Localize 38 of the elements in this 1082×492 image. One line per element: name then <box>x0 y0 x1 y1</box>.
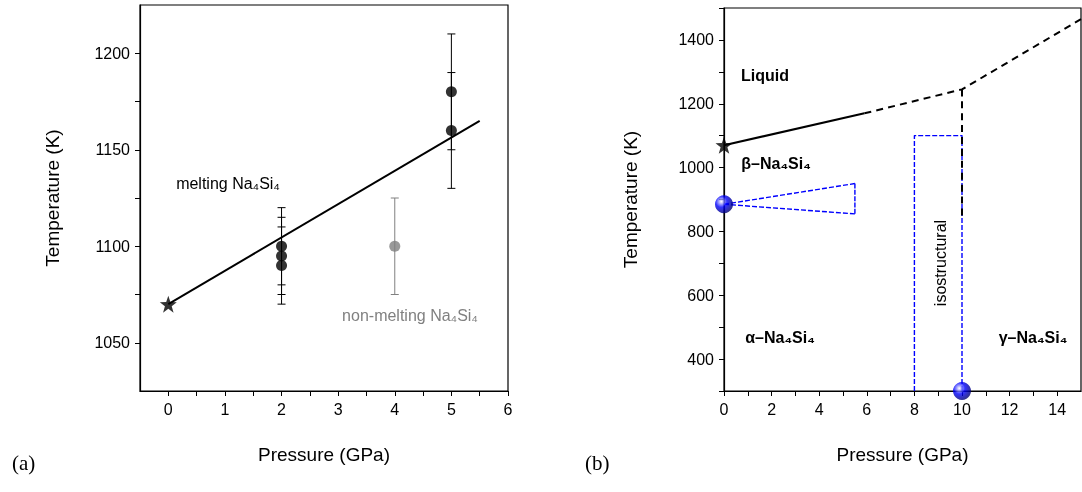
y-tick-label: 1000 <box>678 159 715 177</box>
x-tick-label: 5 <box>446 400 456 418</box>
annotation: γ–Na₄Si₄ <box>998 328 1068 346</box>
y-axis-title: Temperature (K) <box>620 130 641 269</box>
x-tick-label: 2 <box>767 400 777 418</box>
y-tick-label: 600 <box>687 286 715 304</box>
x-tick-label: 8 <box>909 400 919 418</box>
y-tick-label: 1150 <box>95 141 131 159</box>
text: (b) <box>585 450 610 475</box>
x-tick-label: 0 <box>719 400 729 418</box>
y-tick-label: 1100 <box>95 237 131 255</box>
text: (a) <box>12 450 36 475</box>
x-tick-label: 1 <box>220 400 230 418</box>
annotation: β–Na₄Si₄ <box>741 154 811 172</box>
x-tick-label: 10 <box>953 400 971 418</box>
annotation: Liquid <box>741 66 789 84</box>
x-tick-label: 4 <box>814 400 824 418</box>
annotation: melting Na₄Si₄ <box>176 174 280 192</box>
y-tick-label: 1200 <box>678 95 715 113</box>
y-tick-label: 1200 <box>94 44 131 62</box>
x-tick-label: 6 <box>503 400 513 418</box>
x-tick-label: 6 <box>862 400 872 418</box>
y-tick-label: 1400 <box>678 31 715 49</box>
x-tick-label: 14 <box>1048 400 1067 418</box>
annotation: α–Na₄Si₄ <box>745 328 815 346</box>
x-tick-label: 3 <box>333 400 343 418</box>
annotation: isostructural <box>931 219 949 307</box>
x-tick-label: 0 <box>163 400 173 418</box>
y-tick-label: 800 <box>687 222 715 240</box>
x-axis-title: Pressure (GPa) <box>836 444 969 465</box>
y-axis-title: Temperature (K) <box>42 129 63 267</box>
y-tick-label: 400 <box>687 350 715 368</box>
x-axis-title: Pressure (GPa) <box>258 444 390 465</box>
annotation: non-melting Na₄Si₄ <box>342 306 478 324</box>
y-tick-label: 1050 <box>94 334 131 352</box>
x-tick-label: 2 <box>277 400 287 418</box>
x-tick-label: 4 <box>390 400 400 418</box>
x-tick-label: 12 <box>1000 400 1019 418</box>
